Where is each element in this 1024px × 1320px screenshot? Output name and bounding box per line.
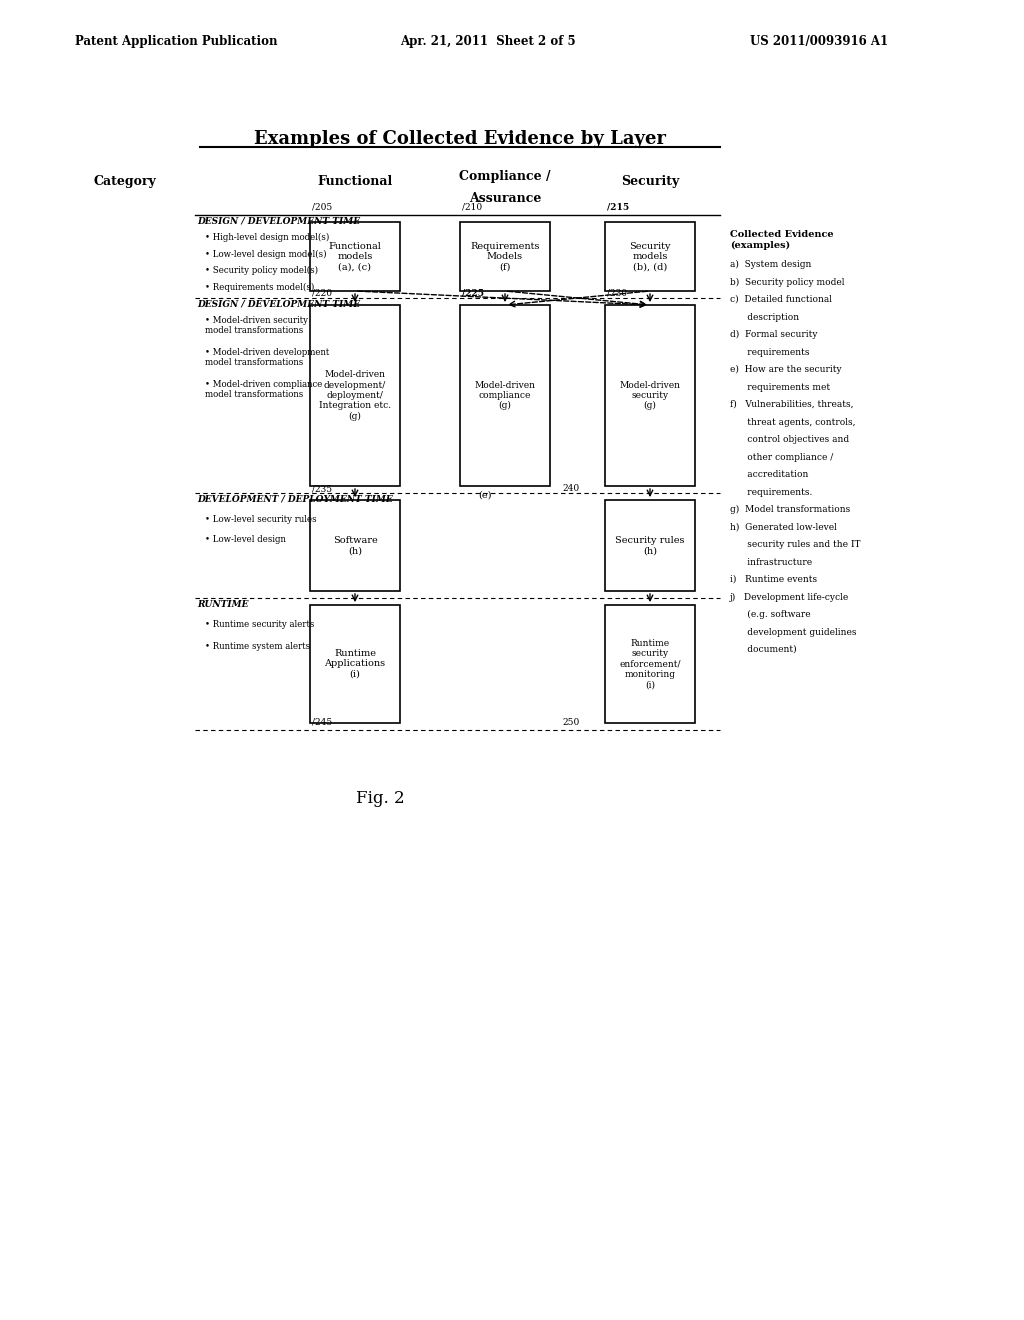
FancyBboxPatch shape <box>310 605 400 723</box>
Text: h)  Generated low-level: h) Generated low-level <box>730 523 837 532</box>
Text: Security
models
(b), (d): Security models (b), (d) <box>630 242 671 272</box>
Text: Functional: Functional <box>317 176 392 187</box>
FancyBboxPatch shape <box>310 305 400 486</box>
Text: development guidelines: development guidelines <box>730 627 856 636</box>
Text: DESIGN / DEVELOPMENT TIME: DESIGN / DEVELOPMENT TIME <box>197 300 360 309</box>
Text: Model-driven
security
(g): Model-driven security (g) <box>620 380 681 411</box>
Text: Security rules
(h): Security rules (h) <box>615 536 685 556</box>
Text: j)   Development life-cycle: j) Development life-cycle <box>730 593 849 602</box>
FancyBboxPatch shape <box>310 500 400 591</box>
Text: Examples of Collected Evidence by Layer: Examples of Collected Evidence by Layer <box>254 129 666 148</box>
Text: g)  Model transformations: g) Model transformations <box>730 506 850 513</box>
Text: • Requirements model(s): • Requirements model(s) <box>205 282 314 292</box>
Text: other compliance /: other compliance / <box>730 453 834 462</box>
Text: • Model-driven security
model transformations: • Model-driven security model transforma… <box>205 315 308 335</box>
Text: threat agents, controls,: threat agents, controls, <box>730 417 855 426</box>
Text: • Model-driven development
model transformations: • Model-driven development model transfo… <box>205 348 330 367</box>
Text: 240: 240 <box>562 484 580 492</box>
Text: Compliance /: Compliance / <box>459 170 551 183</box>
Text: Security: Security <box>621 176 679 187</box>
Text: • Runtime system alerts: • Runtime system alerts <box>205 642 310 651</box>
Text: DEVELOPMENT / DEPLOYMENT TIME: DEVELOPMENT / DEPLOYMENT TIME <box>197 495 393 504</box>
Text: • Model-driven compliance
model transformations: • Model-driven compliance model transfor… <box>205 380 323 400</box>
Text: DESIGN / DEVELOPMENT TIME: DESIGN / DEVELOPMENT TIME <box>197 216 360 226</box>
FancyBboxPatch shape <box>605 305 695 486</box>
Text: description: description <box>730 313 799 322</box>
Text: Runtime
Applications
(i): Runtime Applications (i) <box>325 649 386 678</box>
Text: • Runtime security alerts: • Runtime security alerts <box>205 620 314 630</box>
Text: document): document) <box>730 645 797 653</box>
Text: Model-driven
development/
deployment/
Integration etc.
(g): Model-driven development/ deployment/ In… <box>318 370 391 421</box>
Text: US 2011/0093916 A1: US 2011/0093916 A1 <box>750 36 888 48</box>
Text: /220: /220 <box>312 289 332 298</box>
Text: requirements: requirements <box>730 347 810 356</box>
Text: Runtime
security
enforcement/
monitoring
(i): Runtime security enforcement/ monitoring… <box>620 639 681 689</box>
FancyBboxPatch shape <box>310 222 400 290</box>
Text: /230: /230 <box>607 289 627 298</box>
Text: (e.g. software: (e.g. software <box>730 610 811 619</box>
Text: Patent Application Publication: Patent Application Publication <box>75 36 278 48</box>
Text: /235: /235 <box>312 484 332 492</box>
Text: f)   Vulnerabilities, threats,: f) Vulnerabilities, threats, <box>730 400 853 409</box>
Text: Model-driven
compliance
(g): Model-driven compliance (g) <box>474 380 536 411</box>
Text: Software
(h): Software (h) <box>333 536 378 556</box>
Text: accreditation: accreditation <box>730 470 808 479</box>
Text: control objectives and: control objectives and <box>730 436 849 444</box>
Text: (e): (e) <box>478 491 492 500</box>
FancyBboxPatch shape <box>460 305 550 486</box>
Text: • Security policy model(s): • Security policy model(s) <box>205 267 318 275</box>
Text: • Low-level design: • Low-level design <box>205 535 286 544</box>
Text: 250: 250 <box>562 718 580 727</box>
Text: Fig. 2: Fig. 2 <box>355 789 404 807</box>
Text: i)   Runtime events: i) Runtime events <box>730 576 817 583</box>
FancyBboxPatch shape <box>605 500 695 591</box>
FancyBboxPatch shape <box>460 222 550 290</box>
Text: Apr. 21, 2011  Sheet 2 of 5: Apr. 21, 2011 Sheet 2 of 5 <box>400 36 575 48</box>
Text: requirements met: requirements met <box>730 383 830 392</box>
Text: Requirements
Models
(f): Requirements Models (f) <box>470 242 540 272</box>
Text: Assurance: Assurance <box>469 191 542 205</box>
Text: a)  System design: a) System design <box>730 260 811 269</box>
Text: /205: /205 <box>312 203 332 213</box>
Text: d)  Formal security: d) Formal security <box>730 330 817 339</box>
Text: /215: /215 <box>607 203 629 213</box>
Text: b)  Security policy model: b) Security policy model <box>730 277 845 286</box>
Text: infrastructure: infrastructure <box>730 557 812 566</box>
Text: • High-level design model(s): • High-level design model(s) <box>205 234 330 242</box>
Text: Category: Category <box>93 176 157 187</box>
Text: /210: /210 <box>462 203 482 213</box>
Text: security rules and the IT: security rules and the IT <box>730 540 860 549</box>
Text: /225: /225 <box>462 289 484 298</box>
Text: requirements.: requirements. <box>730 487 812 496</box>
FancyBboxPatch shape <box>605 222 695 290</box>
Text: e)  How are the security: e) How are the security <box>730 366 842 374</box>
Text: Functional
models
(a), (c): Functional models (a), (c) <box>329 242 381 272</box>
Text: • Low-level design model(s): • Low-level design model(s) <box>205 249 327 259</box>
FancyBboxPatch shape <box>605 605 695 723</box>
Text: Collected Evidence
(examples): Collected Evidence (examples) <box>730 230 834 249</box>
Text: /245: /245 <box>312 718 332 727</box>
Text: c)  Detailed functional: c) Detailed functional <box>730 294 831 304</box>
Text: RUNTIME: RUNTIME <box>197 601 249 609</box>
Text: • Low-level security rules: • Low-level security rules <box>205 515 316 524</box>
